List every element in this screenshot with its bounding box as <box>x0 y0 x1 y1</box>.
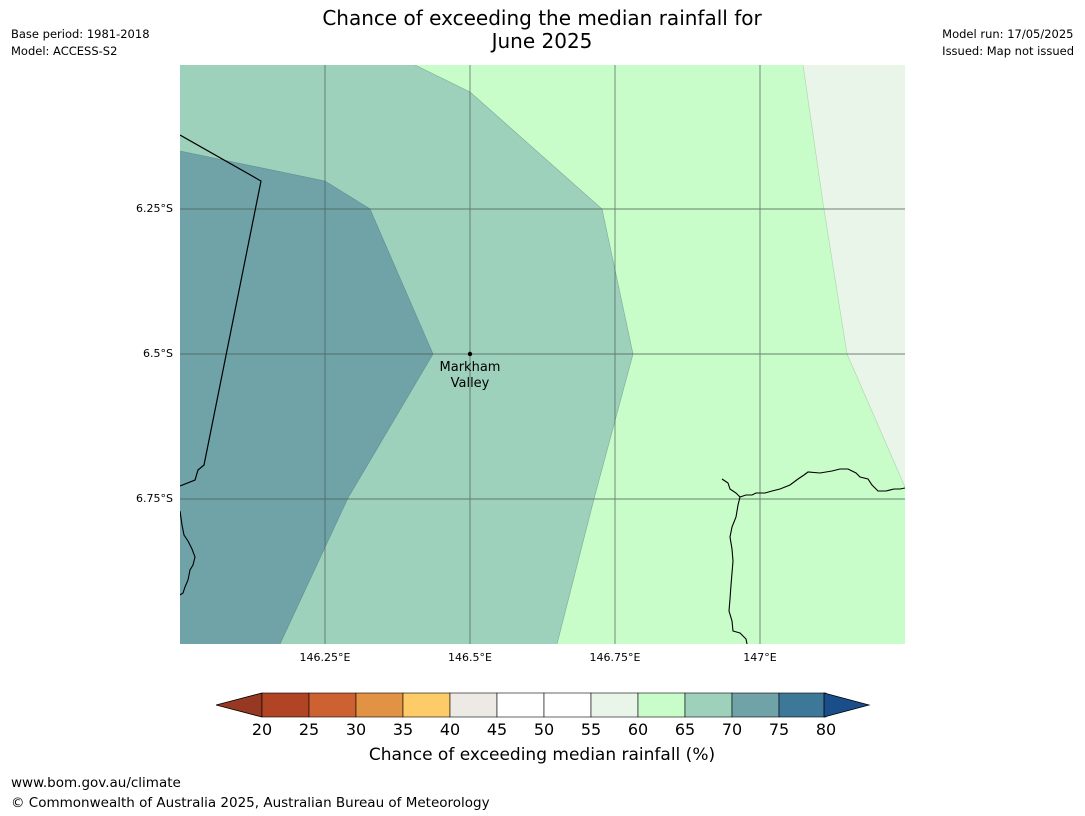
colorbar-tick-label: 55 <box>580 720 602 739</box>
location-marker[interactable] <box>467 351 473 357</box>
colorbar-cell <box>590 692 639 718</box>
model-run-text: Model run: 17/05/2025 <box>942 27 1074 41</box>
graticule <box>180 65 905 644</box>
colorbar-cell <box>261 692 310 718</box>
colorbar <box>216 692 871 718</box>
colorbar-tick-label: 80 <box>815 720 837 739</box>
border-line <box>179 134 262 487</box>
colorbar-cell <box>637 692 686 718</box>
lat-label-6-5: 6.5°S <box>143 347 173 360</box>
colorbar-tick-label: 40 <box>439 720 461 739</box>
lat-label-6-25: 6.25°S <box>136 202 173 215</box>
colorbar-under-arrow <box>216 692 263 718</box>
colorbar-cell <box>402 692 451 718</box>
issued-text: Issued: Map not issued <box>942 44 1074 58</box>
model-text: Model: ACCESS-S2 <box>11 44 118 58</box>
coastline-west <box>179 510 196 596</box>
colorbar-tick-label: 50 <box>533 720 555 739</box>
footer-copyright: © Commonwealth of Australia 2025, Austra… <box>11 795 490 811</box>
title-line-1: Chance of exceeding the median rainfall … <box>322 6 762 30</box>
zone-55-60 <box>803 65 905 487</box>
colorbar-tick-label: 20 <box>251 720 273 739</box>
colorbar-tick-label: 45 <box>486 720 508 739</box>
colorbar-tick-label: 25 <box>298 720 320 739</box>
colorbar-cell <box>496 692 545 718</box>
lon-label-146-5: 146.5°E <box>448 651 492 664</box>
colorbar-over-arrow <box>823 692 871 718</box>
colorbar-cell <box>543 692 592 718</box>
lon-label-146-25: 146.25°E <box>299 651 351 664</box>
colorbar-tick-label: 75 <box>768 720 790 739</box>
base-period-text: Base period: 1981-2018 <box>11 27 150 41</box>
lon-label-147: 147°E <box>743 651 777 664</box>
colorbar-tick-label: 35 <box>392 720 414 739</box>
colorbar-cell <box>684 692 733 718</box>
colorbar-cell <box>449 692 498 718</box>
footer-url[interactable]: www.bom.gov.au/climate <box>11 775 181 791</box>
issue-info: Model run: 17/05/2025 Issued: Map not is… <box>942 26 1074 60</box>
map-canvas <box>179 64 906 645</box>
model-info: Base period: 1981-2018 Model: ACCESS-S2 <box>11 26 150 60</box>
title-line-2: June 2025 <box>491 29 593 53</box>
colorbar-tick-label: 30 <box>345 720 367 739</box>
place-label-line-1: Markham <box>439 360 501 375</box>
place-label-line-2: Valley <box>450 376 490 391</box>
river-line <box>728 496 748 645</box>
lat-label-6-75: 6.75°S <box>136 492 173 505</box>
coastline-east <box>721 468 906 498</box>
colorbar-cell <box>731 692 780 718</box>
place-label-markham-valley: Markham Valley <box>420 360 520 392</box>
colorbar-tick-label: 60 <box>627 720 649 739</box>
forecast-map[interactable] <box>179 64 906 645</box>
colorbar-label: Chance of exceeding median rainfall (%) <box>368 745 716 765</box>
colorbar-tick-label: 65 <box>674 720 696 739</box>
colorbar-cell <box>778 692 827 718</box>
colorbar-cell <box>355 692 404 718</box>
lon-label-146-75: 146.75°E <box>589 651 641 664</box>
colorbar-cell <box>308 692 357 718</box>
map-title: Chance of exceeding the median rainfall … <box>242 7 842 53</box>
zone-70-75 <box>180 151 433 644</box>
colorbar-tick-label: 70 <box>721 720 743 739</box>
